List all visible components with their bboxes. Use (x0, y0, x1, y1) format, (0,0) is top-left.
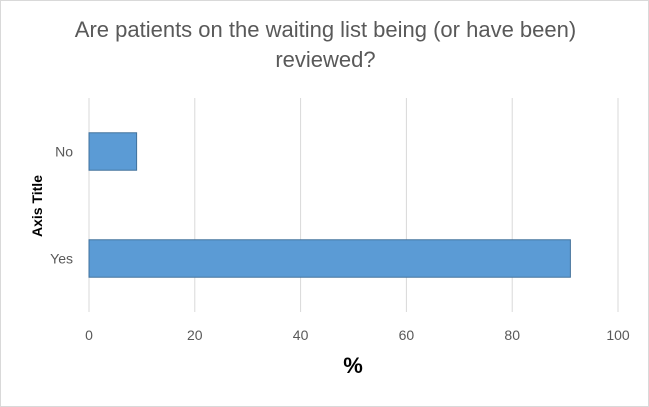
x-tick-label-100: 100 (606, 327, 630, 343)
chart-title: Are patients on the waiting list being (… (74, 17, 577, 72)
bar-no (88, 132, 138, 171)
y-tick-label-no: No (55, 144, 73, 160)
y-tick-label-yes: Yes (50, 251, 73, 267)
x-tick-label-20: 20 (187, 327, 203, 343)
x-tick-label-0: 0 (85, 327, 93, 343)
x-axis-title: % (343, 353, 363, 378)
bar-yes (88, 239, 571, 278)
x-tick-label-40: 40 (293, 327, 309, 343)
x-tick-label-60: 60 (399, 327, 415, 343)
x-tick-label-80: 80 (504, 327, 520, 343)
